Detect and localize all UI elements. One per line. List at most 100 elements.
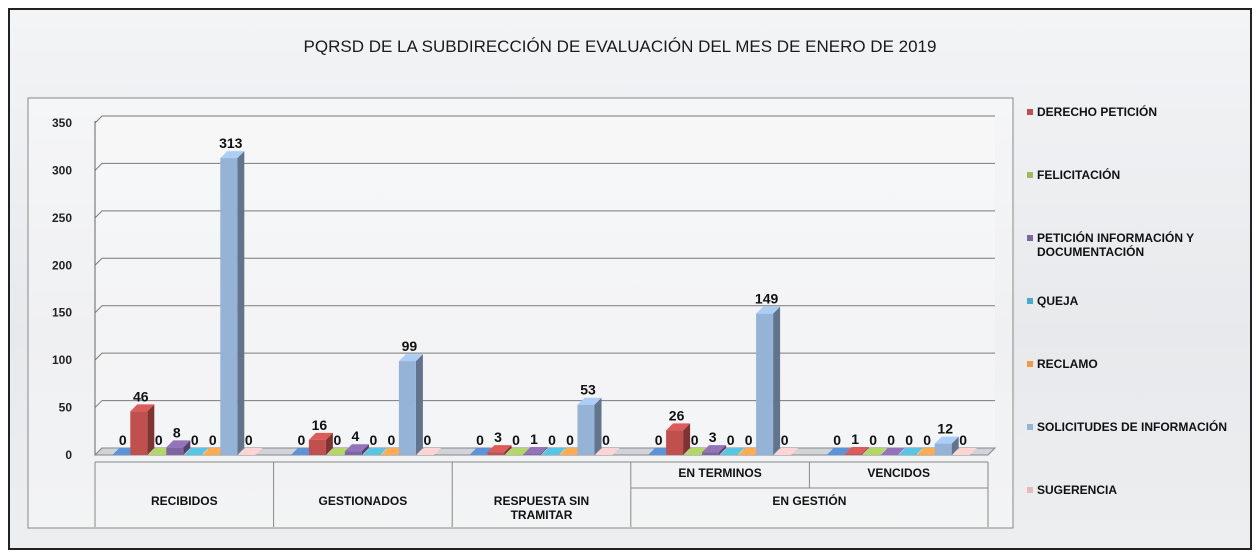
bar-top <box>541 448 566 455</box>
legend-item: PETICIÓN INFORMACIÓN Y DOCUMENTACIÓN <box>1027 231 1237 259</box>
bar-side <box>183 440 191 455</box>
bar <box>666 423 691 455</box>
data-label: 53 <box>580 382 596 398</box>
bar-side <box>415 354 423 455</box>
data-label: 1 <box>530 431 538 447</box>
bar-top <box>862 448 887 455</box>
legend-swatch <box>1027 235 1033 241</box>
data-label: 0 <box>602 432 610 448</box>
bar-side <box>773 306 781 455</box>
bar-side <box>361 444 369 455</box>
data-label: 0 <box>959 432 967 448</box>
bar <box>220 151 245 455</box>
bar-top <box>952 448 977 455</box>
y-tick-label: 300 <box>52 163 72 177</box>
data-label: 0 <box>566 432 574 448</box>
bar-top <box>130 404 155 412</box>
bar-top <box>774 448 799 455</box>
bar-top <box>702 445 727 453</box>
bar-front <box>844 454 862 455</box>
bar-top <box>238 448 263 455</box>
legend-label: QUEJA <box>1037 294 1079 308</box>
data-label: 0 <box>727 432 735 448</box>
bar-top <box>666 423 691 431</box>
data-label: 0 <box>869 432 877 448</box>
bar <box>774 448 799 456</box>
bar-front <box>308 439 326 455</box>
data-label: 0 <box>370 432 378 448</box>
bar-side <box>325 432 333 455</box>
data-label: 3 <box>709 429 717 445</box>
bar-top <box>184 448 209 455</box>
data-label: 1 <box>851 431 859 447</box>
bar <box>308 432 333 455</box>
bar-top <box>416 448 441 455</box>
data-label: 26 <box>669 407 685 423</box>
bar <box>487 445 512 455</box>
legend-item: DERECHO PETICIÓN <box>1027 105 1237 119</box>
bar <box>952 448 977 456</box>
data-label: 0 <box>655 432 663 448</box>
bar <box>756 306 781 455</box>
data-label: 0 <box>923 432 931 448</box>
grid-line <box>94 352 995 361</box>
data-label: 0 <box>388 432 396 448</box>
bar-top <box>398 354 423 362</box>
legend-label: SOLICITUDES DE INFORMACIÓN <box>1037 420 1228 434</box>
bar-side <box>951 436 959 455</box>
bar <box>416 448 441 456</box>
data-label: 0 <box>833 432 841 448</box>
data-label: 16 <box>312 417 328 433</box>
y-tick-label: 150 <box>52 306 72 320</box>
x-tick-label: RESPUESTA SIN TRAMITAR <box>493 494 590 522</box>
grid-line <box>94 400 995 408</box>
y-tick-label: 50 <box>59 401 73 415</box>
bar <box>702 445 727 455</box>
bar <box>862 448 887 456</box>
bar-front <box>702 452 720 455</box>
bar <box>934 436 959 455</box>
data-label: 46 <box>133 388 149 404</box>
legend-item: FELICITACIÓN <box>1027 168 1237 182</box>
bar <box>826 448 851 456</box>
data-label: 0 <box>476 432 484 448</box>
bar-top <box>898 448 923 455</box>
bar-side <box>683 423 691 455</box>
chart-title: PQRSD DE LA SUBDIRECCIÓN DE EVALUACIÓN D… <box>304 37 937 56</box>
grid-line <box>94 210 995 219</box>
data-label: 8 <box>173 424 181 440</box>
legend-swatch <box>1027 424 1033 430</box>
bar <box>166 440 191 455</box>
bar <box>577 397 602 455</box>
bar-top <box>308 432 333 440</box>
x-tick-label: RECIBIDOS <box>150 494 218 508</box>
x-tick-label: EN TERMINOS <box>678 466 762 480</box>
y-tick-label: 250 <box>52 211 72 225</box>
data-label: 0 <box>119 432 127 448</box>
bar-top <box>720 448 745 455</box>
bar-front <box>577 404 595 455</box>
legend-label: FELICITACIÓN <box>1037 168 1121 182</box>
legend-item: RECLAMO <box>1027 357 1237 371</box>
bar-top <box>344 444 369 452</box>
bar-front <box>934 443 952 455</box>
bar-top <box>220 151 245 159</box>
legend-swatch <box>1027 361 1033 367</box>
grid-line <box>94 162 995 171</box>
bar-front <box>130 411 148 455</box>
bar-front <box>166 447 184 455</box>
data-label: 0 <box>781 432 789 448</box>
bar-top <box>487 445 512 453</box>
bar-top <box>826 448 851 455</box>
bar-front <box>666 430 684 455</box>
bar-top <box>934 436 959 444</box>
y-tick-label: 350 <box>52 116 72 130</box>
legend-label: SUGERENCIA <box>1037 483 1118 497</box>
bar-front <box>487 452 505 455</box>
x-tick-label: GESTIONADOS <box>318 494 408 508</box>
bar-top <box>523 447 548 455</box>
legend-label: DERECHO PETICIÓN <box>1037 105 1158 119</box>
bar <box>505 448 530 456</box>
bar <box>184 448 209 456</box>
